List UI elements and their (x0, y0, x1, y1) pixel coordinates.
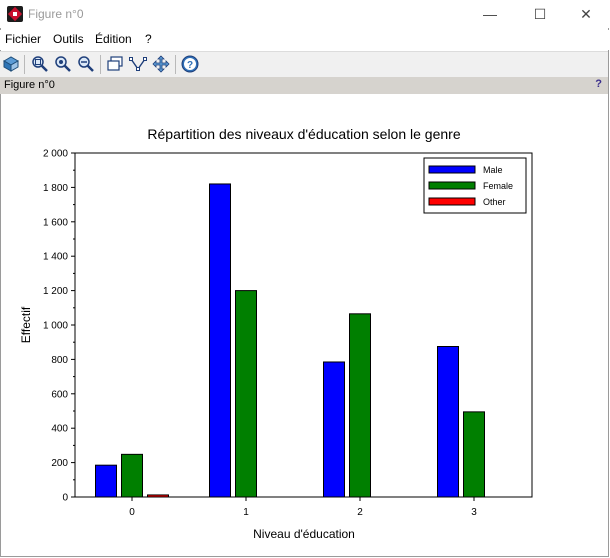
figure-help-icon[interactable]: ? (595, 78, 602, 90)
rotate-icon[interactable] (2, 55, 20, 73)
svg-text:?: ? (187, 60, 193, 71)
zoom-in-icon[interactable] (54, 55, 72, 73)
bars (95, 183, 485, 498)
zoom-area-icon[interactable] (31, 55, 49, 73)
y-tick-label: 1 600 (43, 217, 68, 228)
datatip-icon[interactable] (106, 55, 124, 73)
maximize-button[interactable]: ☐ (533, 6, 547, 22)
legend-swatch-other (428, 197, 476, 206)
y-tick-label: 1 000 (43, 321, 68, 332)
y-tick-label: 200 (51, 458, 68, 469)
x-tick-label: 0 (129, 507, 135, 518)
bar-male-1 (209, 183, 231, 498)
bar-male-3 (437, 346, 459, 498)
window-title: Figure n°0 (28, 7, 84, 21)
edit-curve-icon[interactable] (129, 55, 147, 73)
bar-male-0 (95, 464, 117, 498)
legend-label-other: Other (483, 197, 506, 207)
x-tick-label: 3 (471, 507, 477, 518)
menu-bar: Fichier Outils Édition ? (0, 30, 610, 50)
legend-swatch-male (428, 165, 476, 174)
title-bar: Figure n°0 — ☐ ✕ (0, 0, 610, 28)
bar-female-0 (121, 453, 143, 498)
bar-other-0 (147, 494, 169, 498)
minimize-button[interactable]: — (483, 6, 497, 22)
legend: Male Female Other (423, 157, 527, 214)
y-axis: 0 200 400 600 800 1 000 1 200 1 400 1 600 1 800 2 … (43, 149, 75, 504)
pan-icon[interactable] (152, 55, 170, 73)
y-axis-label: Effectif (19, 306, 33, 343)
toolbar-separator (24, 55, 25, 74)
menu-outils[interactable]: Outils (53, 32, 84, 46)
y-tick-label: 0 (62, 493, 68, 504)
toolbar-separator (100, 55, 101, 74)
y-tick-label: 1 400 (43, 252, 68, 263)
x-tick-label: 2 (357, 507, 363, 518)
help-icon[interactable]: ? (181, 55, 199, 73)
x-axis-label: Niveau d'éducation (253, 527, 355, 541)
bar-female-3 (463, 411, 485, 498)
bar-female-1 (235, 290, 257, 498)
legend-label-male: Male (483, 165, 503, 175)
y-tick-label: 1 800 (43, 183, 68, 194)
bar-male-2 (323, 361, 345, 498)
x-axis: 0 1 2 3 (129, 497, 477, 518)
y-tick-label: 600 (51, 389, 68, 400)
menu-help[interactable]: ? (145, 32, 152, 46)
bar-female-2 (349, 313, 371, 498)
figure-label: Figure n°0 (4, 79, 55, 91)
close-button[interactable]: ✕ (580, 6, 592, 22)
legend-label-female: Female (483, 181, 513, 191)
x-tick-label: 1 (243, 507, 249, 518)
y-tick-label: 1 200 (43, 286, 68, 297)
bar-chart: Répartition des niveaux d'éducation selo… (19, 126, 533, 541)
scilab-app-icon (7, 6, 23, 22)
y-tick-label: 800 (51, 355, 68, 366)
y-tick-label: 400 (51, 424, 68, 435)
zoom-out-icon[interactable] (77, 55, 95, 73)
toolbar-separator (175, 55, 176, 74)
menu-edition[interactable]: Édition (95, 32, 132, 46)
menu-fichier[interactable]: Fichier (5, 32, 42, 46)
figure-header-bar: Figure n°0 ? (0, 77, 608, 94)
y-tick-label: 2 000 (43, 149, 68, 160)
legend-swatch-female (428, 181, 476, 190)
toolbar: ? (0, 51, 608, 77)
chart-title: Répartition des niveaux d'éducation selo… (147, 126, 460, 142)
